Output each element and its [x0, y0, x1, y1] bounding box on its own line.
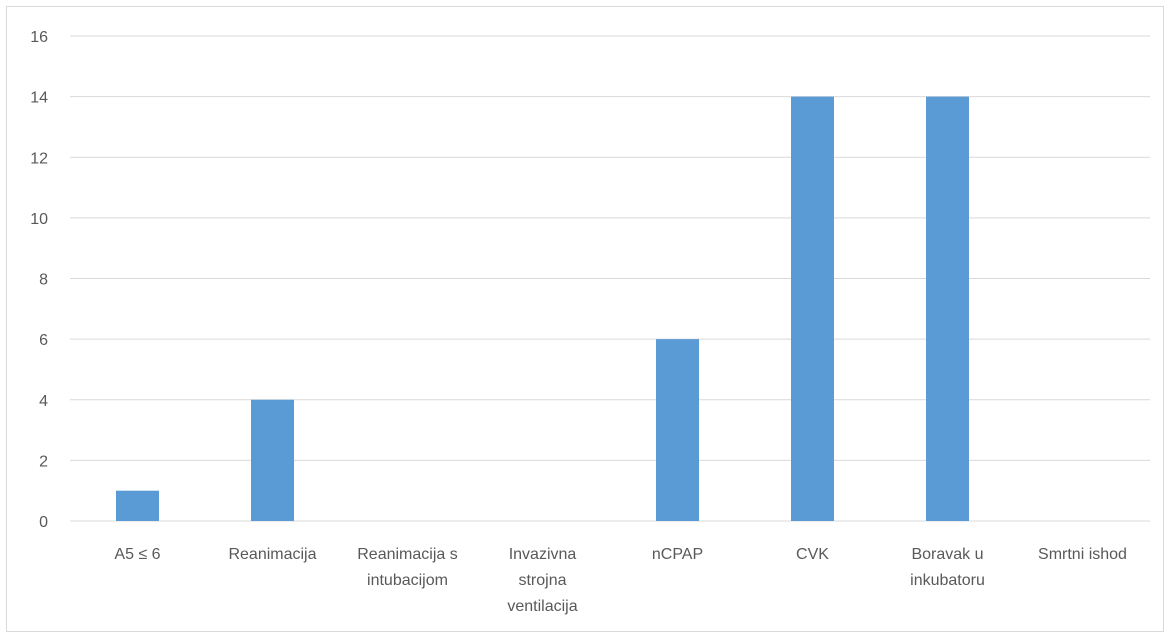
y-tick-label: 2: [39, 453, 48, 470]
x-tick-label: inkubatoru: [910, 572, 985, 589]
bar: [116, 490, 159, 521]
x-tick-label: Invazivna: [509, 546, 577, 563]
x-tick-label: Reanimacija s: [357, 546, 457, 563]
y-tick-label: 8: [39, 272, 48, 289]
bar: [926, 96, 969, 521]
x-tick-label: nCPAP: [652, 546, 703, 563]
bar: [656, 339, 699, 521]
x-tick-label: Reanimacija: [228, 546, 316, 563]
y-tick-label: 16: [30, 29, 48, 46]
y-tick-label: 14: [30, 90, 48, 107]
y-tick-label: 12: [30, 150, 48, 167]
x-tick-label: strojna: [518, 572, 566, 589]
x-tick-label: CVK: [796, 546, 829, 563]
y-tick-label: 10: [30, 211, 48, 228]
y-tick-label: 0: [39, 514, 48, 531]
x-tick-label: A5 ≤ 6: [114, 546, 160, 563]
bar: [251, 399, 294, 521]
x-tick-label: ventilacija: [507, 598, 577, 615]
chart-frame: [6, 6, 1164, 632]
x-tick-label: Boravak u: [911, 546, 983, 563]
x-tick-label: intubacijom: [367, 572, 448, 589]
y-tick-label: 6: [39, 332, 48, 349]
y-tick-label: 4: [39, 393, 48, 410]
bar: [791, 96, 834, 521]
x-tick-label: Smrtni ishod: [1038, 546, 1127, 563]
